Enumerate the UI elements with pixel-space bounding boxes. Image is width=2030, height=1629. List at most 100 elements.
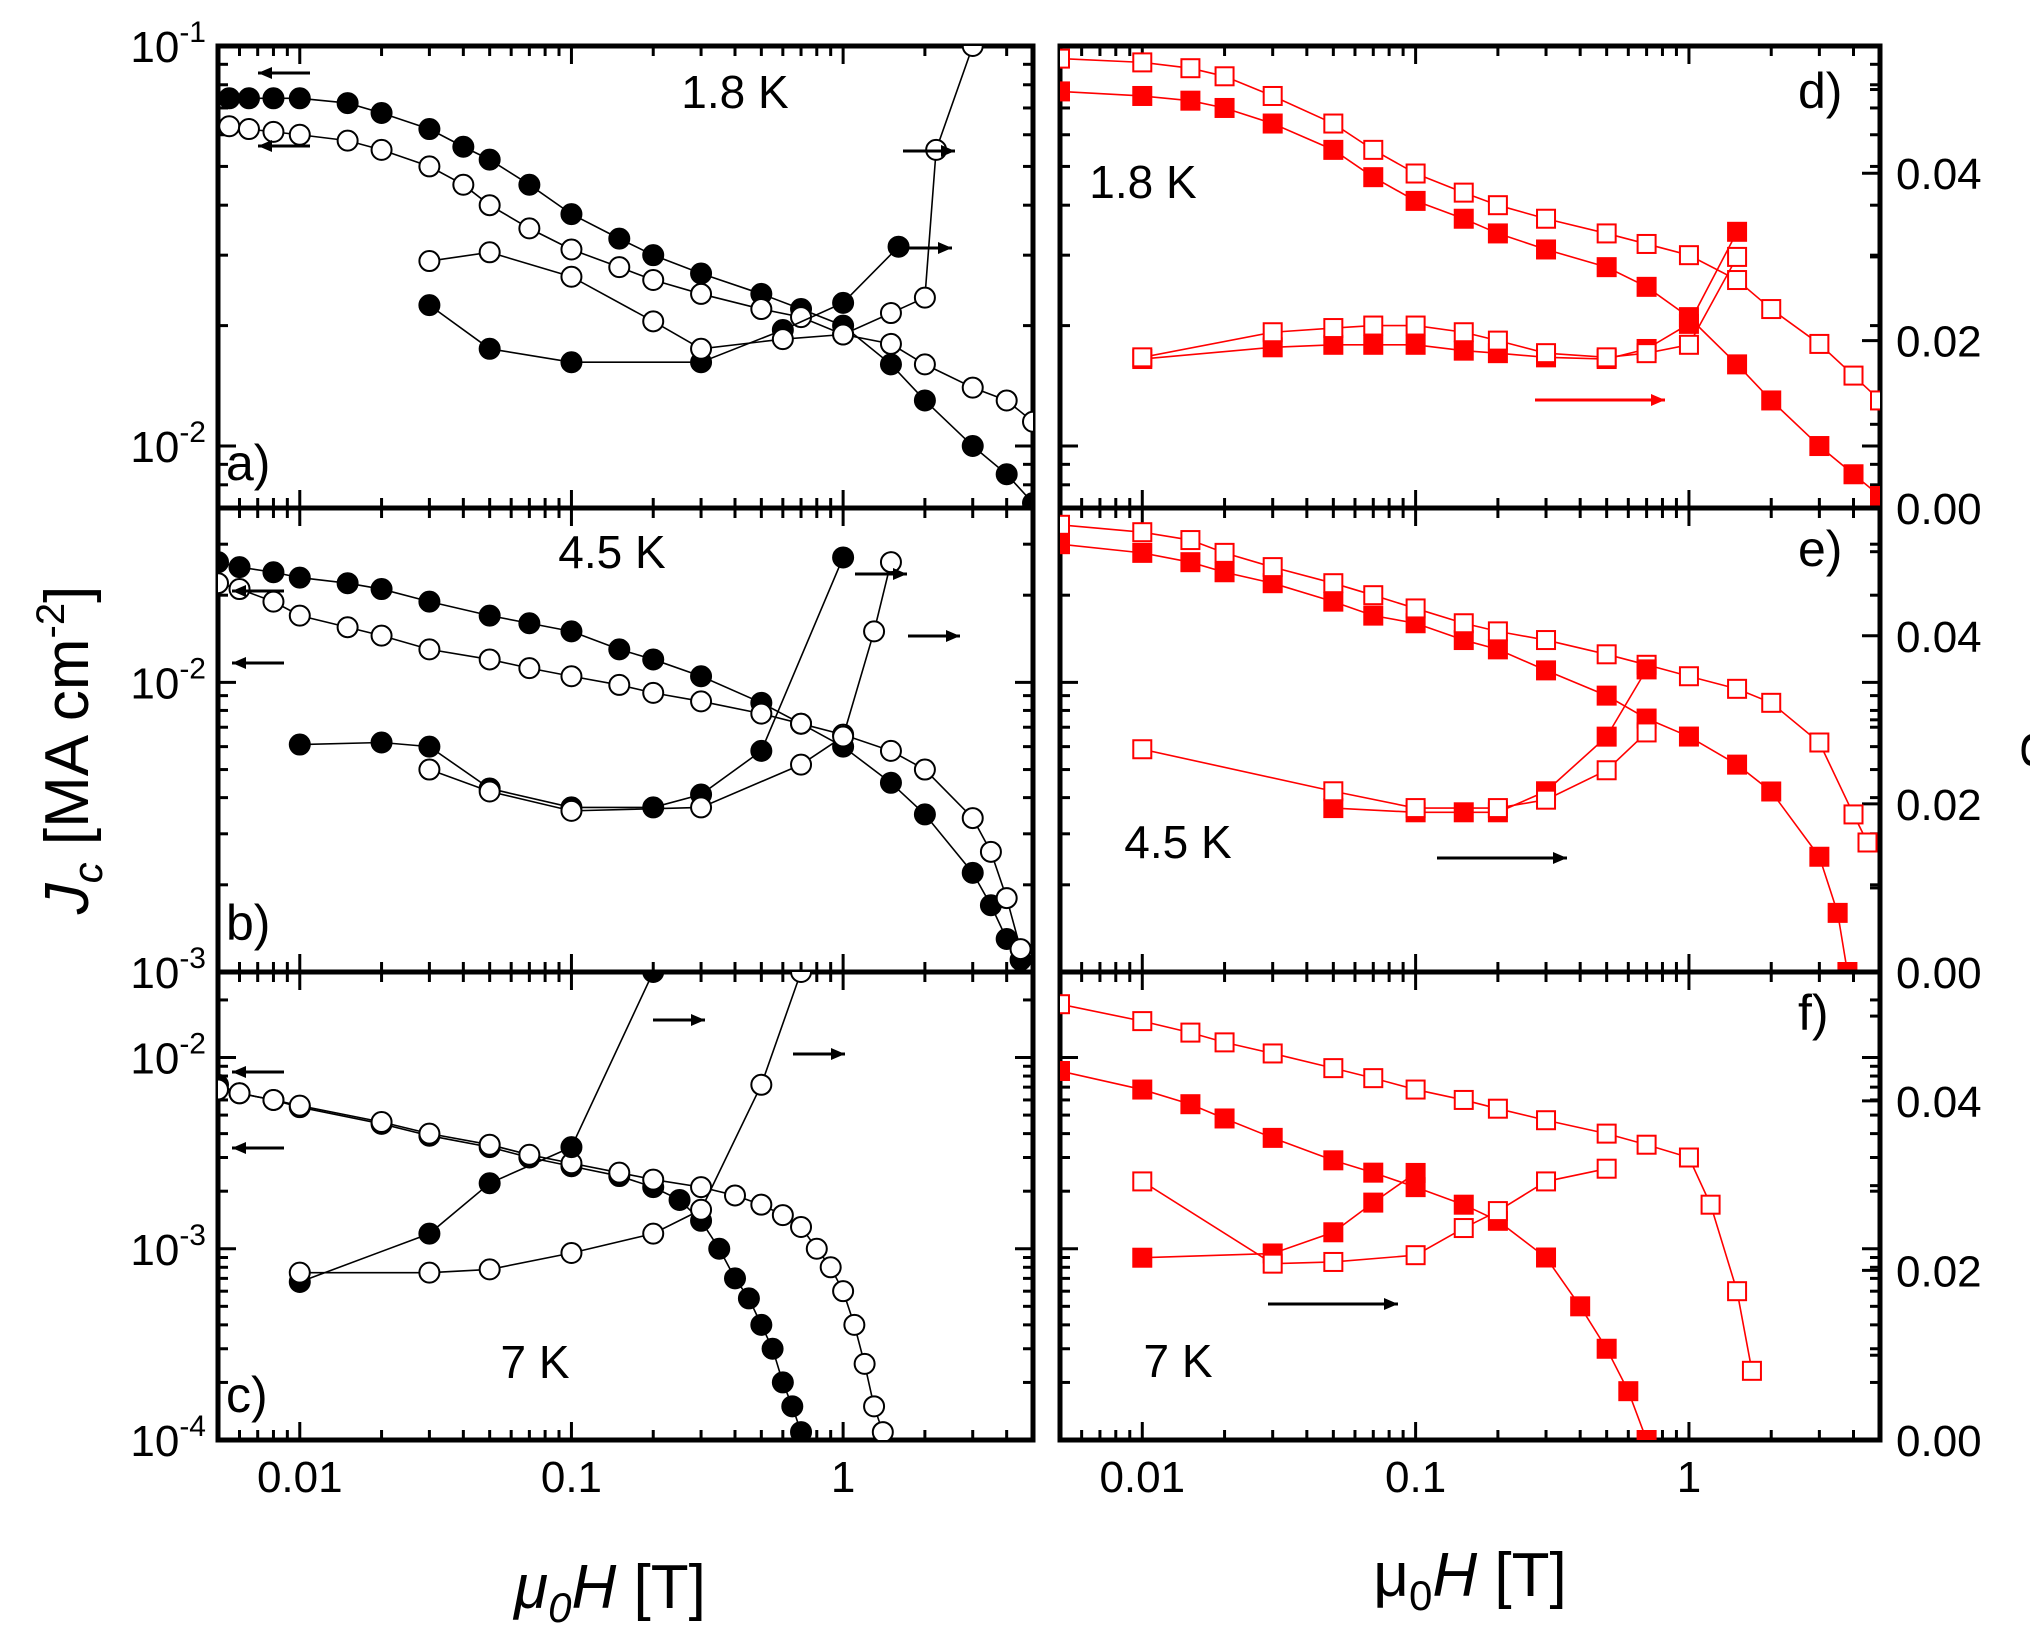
data-point <box>608 673 631 696</box>
data-point <box>1636 722 1657 743</box>
data-point <box>913 758 936 781</box>
data-point <box>262 561 285 584</box>
data-point <box>843 1313 866 1336</box>
arrow-head <box>938 242 952 254</box>
data-point <box>1536 789 1557 810</box>
temperature-label: 4.5 K <box>1124 816 1232 868</box>
s-tick-label: 0.04 <box>1896 1078 1982 1127</box>
panel-a: 10-2 10-1 1.8 K a) <box>130 16 1036 511</box>
series-layer <box>1060 994 1762 1440</box>
data-point <box>1636 233 1657 254</box>
panel-c: 10-4 10-3 10-2 0.01 0.1 1 7 K c) <box>130 969 1036 1502</box>
data-point <box>478 337 501 360</box>
data-point <box>790 972 813 983</box>
data-point <box>228 556 251 579</box>
data-point <box>1323 1222 1344 1243</box>
arrow-head <box>941 145 955 157</box>
data-point <box>1596 726 1617 747</box>
arrow-head <box>232 585 246 597</box>
data-point <box>1596 1338 1617 1359</box>
data-point <box>1596 644 1617 665</box>
data-point <box>1636 343 1657 364</box>
data-point <box>478 148 501 171</box>
data-point <box>1132 1079 1153 1100</box>
data-point <box>1363 167 1384 188</box>
data-point <box>1405 1079 1426 1100</box>
data-point <box>1180 1094 1201 1115</box>
x-axis-label-left: μ0H [T] <box>512 1553 706 1629</box>
data-point <box>1009 938 1032 961</box>
data-point <box>418 638 441 661</box>
data-point <box>642 972 665 983</box>
s-tick-label: 0.02 <box>1896 318 1982 367</box>
data-point <box>961 807 984 830</box>
data-point <box>913 389 936 412</box>
s-tick-label: 0.00 <box>1896 949 1982 998</box>
data-point <box>262 87 285 110</box>
data-point <box>336 92 359 115</box>
series-line <box>429 561 892 812</box>
data-point <box>1323 334 1344 355</box>
data-point <box>1570 1296 1591 1317</box>
arrow-head <box>1553 852 1567 864</box>
data-point <box>708 1237 731 1260</box>
data-point <box>1727 221 1748 242</box>
data-point <box>478 780 501 803</box>
data-point <box>832 291 855 314</box>
data-point <box>871 1421 894 1440</box>
data-point <box>288 87 311 110</box>
data-point <box>879 739 902 762</box>
data-point <box>560 265 583 288</box>
data-point <box>995 389 1018 412</box>
arrow-head <box>232 1142 246 1154</box>
panel-label: f) <box>1798 985 1829 1041</box>
data-point <box>750 702 773 725</box>
data-point <box>478 648 501 671</box>
arrow-head <box>691 1014 705 1026</box>
data-point <box>1022 492 1033 508</box>
data-point <box>1262 1043 1283 1064</box>
data-point <box>879 353 902 376</box>
data-point <box>418 155 441 178</box>
data-point <box>560 665 583 688</box>
data-point <box>1132 542 1153 563</box>
s-tick-label: 0.00 <box>1896 1417 1982 1466</box>
data-point <box>1214 542 1235 563</box>
data-point <box>1363 1162 1384 1183</box>
data-point <box>771 1371 794 1394</box>
data-point <box>1405 1245 1426 1266</box>
data-point <box>1487 621 1508 642</box>
data-point <box>1843 804 1864 825</box>
data-point <box>478 1172 501 1195</box>
data-point <box>771 328 794 351</box>
data-point <box>642 1222 665 1245</box>
data-point <box>1453 1194 1474 1215</box>
data-point <box>1132 522 1153 543</box>
arrow-head <box>232 1066 246 1078</box>
panel-b: 10-3 10-2 4.5 K b) <box>130 505 1036 998</box>
data-point <box>1487 1098 1508 1119</box>
data-point <box>690 1198 713 1221</box>
data-point <box>642 1168 665 1191</box>
data-point <box>1405 1162 1426 1183</box>
data-point <box>370 1111 393 1134</box>
data-point <box>560 799 583 822</box>
data-point <box>879 551 902 574</box>
data-point <box>790 1421 813 1440</box>
data-point <box>418 1122 441 1145</box>
data-point <box>995 887 1018 910</box>
data-point <box>690 690 713 713</box>
data-point <box>1132 52 1153 73</box>
panel-frame <box>1057 43 1883 511</box>
data-point <box>418 1261 441 1284</box>
data-point <box>418 735 441 758</box>
data-point <box>560 351 583 374</box>
data-point <box>1132 347 1153 368</box>
data-point <box>1262 557 1283 578</box>
arrow-head <box>232 657 246 669</box>
data-point <box>518 1143 541 1166</box>
data-point <box>1809 436 1830 457</box>
data-point <box>1536 1110 1557 1131</box>
data-point <box>1870 486 1880 507</box>
